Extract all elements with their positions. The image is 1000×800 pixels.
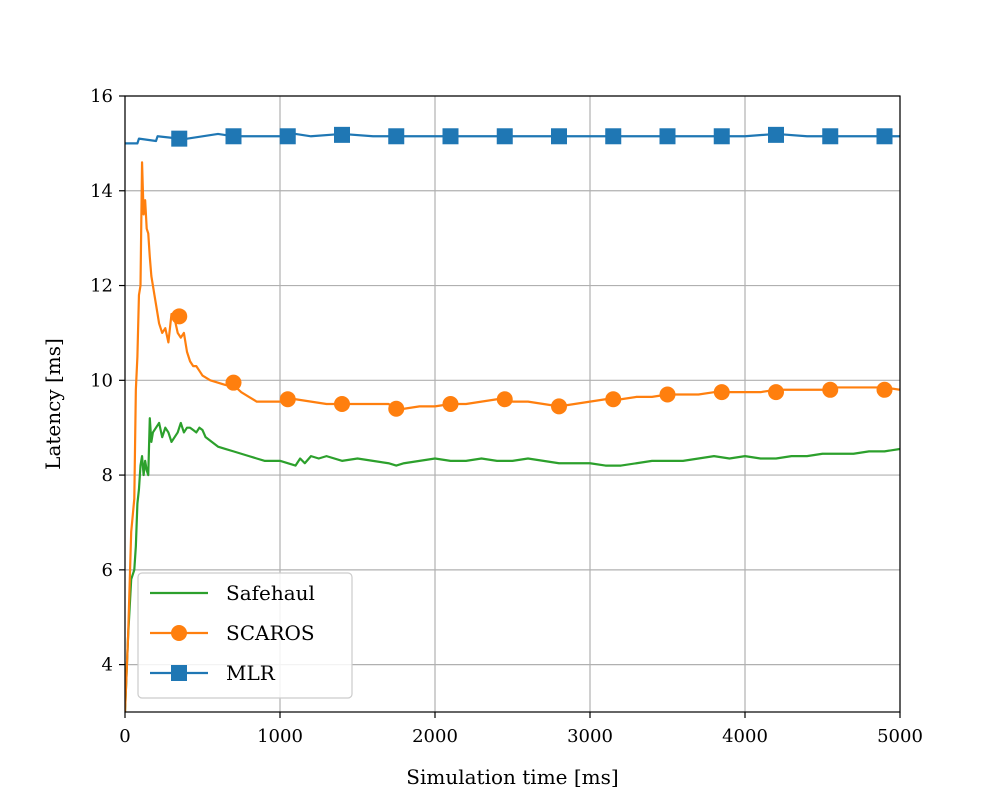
series-clip-group xyxy=(125,126,900,712)
data-point-mlr xyxy=(822,128,839,145)
data-point-scaros xyxy=(388,400,405,417)
data-point-scaros xyxy=(822,381,839,398)
y-tick-label: 10 xyxy=(90,370,113,391)
data-point-scaros xyxy=(334,396,350,412)
x-tick-label: 5000 xyxy=(877,726,923,747)
legend-item-mlr: MLR xyxy=(150,661,276,685)
data-point-scaros xyxy=(659,386,676,403)
data-point-mlr xyxy=(768,126,784,143)
y-axis-label: Latency [ms] xyxy=(41,338,65,470)
plot-frame xyxy=(124,95,901,713)
data-point-scaros xyxy=(713,384,730,401)
legend-label: SCAROS xyxy=(226,621,315,645)
y-tick-label: 6 xyxy=(102,560,113,581)
series-mlr xyxy=(125,126,900,147)
data-point-mlr xyxy=(171,130,188,147)
data-point-scaros xyxy=(279,391,296,408)
data-point-scaros xyxy=(171,308,188,325)
legend-marker xyxy=(171,665,187,681)
data-point-mlr xyxy=(496,128,513,145)
x-axis-label: Simulation time [ms] xyxy=(406,765,618,789)
legend-item-scaros: SCAROS xyxy=(150,621,315,645)
series-line-scaros xyxy=(125,161,900,712)
x-tick-label: 4000 xyxy=(722,726,768,747)
legend-label: Safehaul xyxy=(226,581,315,605)
y-tick-label: 4 xyxy=(102,655,113,676)
data-point-mlr xyxy=(334,126,350,143)
series-layer xyxy=(125,126,900,712)
legend-marker xyxy=(171,625,187,641)
series-line-safehaul xyxy=(125,417,900,712)
series-scaros xyxy=(125,161,900,712)
axis-ticks: 0 1000 2000 3000 4000 5000 4 6 8 10 12 14 16 xyxy=(90,86,923,747)
legend-box xyxy=(137,572,353,699)
legend-label: MLR xyxy=(226,661,276,685)
x-tick-label: 0 xyxy=(119,726,130,747)
x-tick-label: 1000 xyxy=(257,726,303,747)
grid xyxy=(124,95,901,712)
data-point-mlr xyxy=(225,128,242,145)
data-point-scaros xyxy=(442,396,459,412)
data-point-mlr xyxy=(388,128,405,145)
x-tick-label: 3000 xyxy=(567,726,613,747)
data-point-scaros xyxy=(496,391,513,408)
data-point-mlr xyxy=(876,128,893,145)
legend-item-safehaul: Safehaul xyxy=(150,581,315,605)
y-tick-label: 16 xyxy=(90,86,113,107)
x-tick-label: 2000 xyxy=(412,726,458,747)
data-point-mlr xyxy=(605,128,622,145)
y-tick-label: 12 xyxy=(90,276,113,297)
data-point-scaros xyxy=(551,398,567,415)
data-point-scaros xyxy=(225,374,242,391)
y-tick-label: 8 xyxy=(102,465,113,486)
data-point-mlr xyxy=(659,128,676,145)
data-point-scaros xyxy=(876,381,893,398)
data-point-mlr xyxy=(442,128,459,145)
data-point-scaros xyxy=(768,384,784,401)
data-point-mlr xyxy=(279,128,296,145)
data-point-mlr xyxy=(551,128,567,145)
y-tick-label: 14 xyxy=(90,181,113,202)
series-safehaul xyxy=(125,417,900,712)
legend: Safehaul SCAROS MLR xyxy=(137,572,353,699)
data-point-scaros xyxy=(605,391,622,408)
data-point-mlr xyxy=(713,128,730,145)
